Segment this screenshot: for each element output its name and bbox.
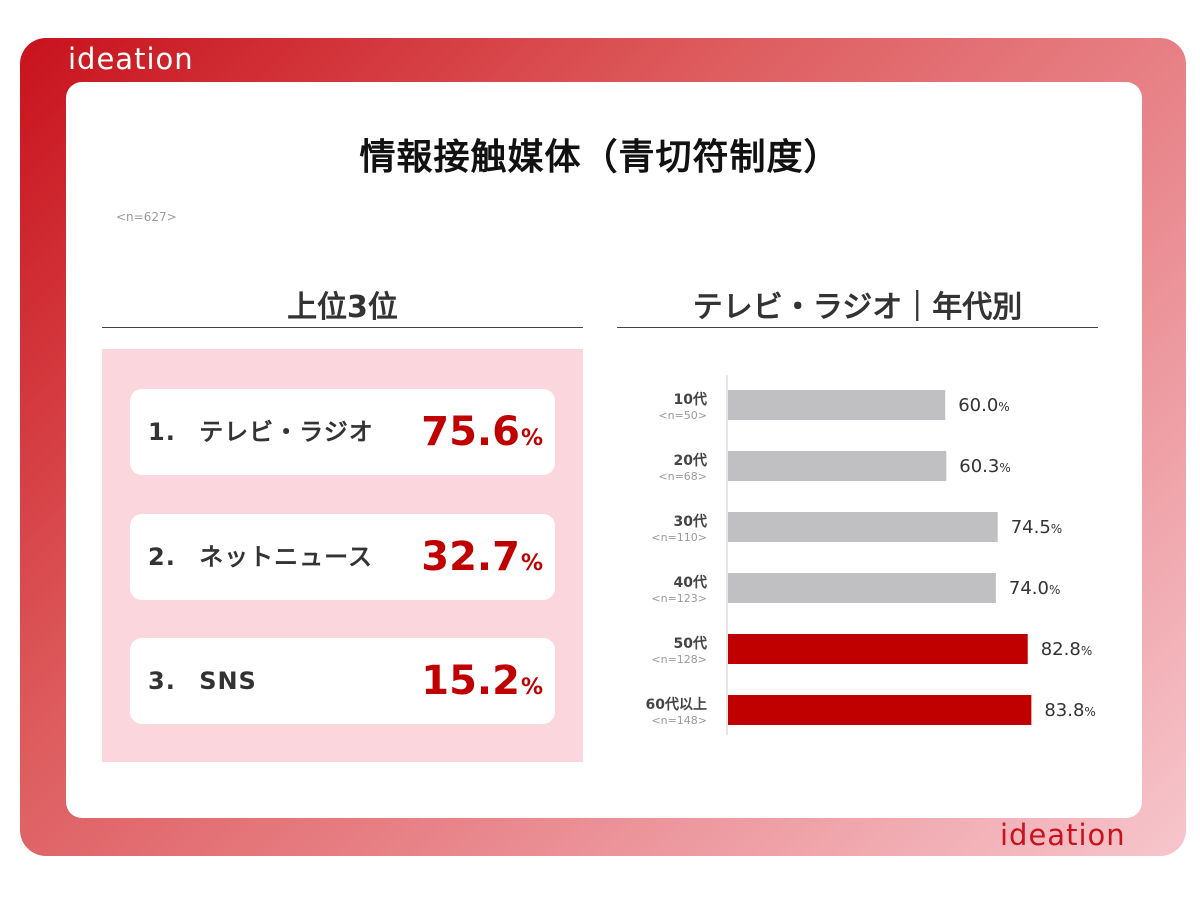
rank-value-number: 32.7 — [421, 534, 520, 580]
bar-1 — [728, 390, 946, 420]
rank-value: 75.6% — [421, 389, 543, 475]
age-label: 50代 — [674, 635, 707, 652]
age-label: 60代以上 — [646, 696, 707, 713]
top3-heading: 上位3位 — [102, 282, 583, 328]
bar-value-label: 60.0% — [958, 395, 1009, 416]
rank-card-3: 3. SNS 15.2% — [130, 638, 555, 724]
chart-heading: テレビ・ラジオ｜年代別 — [617, 282, 1098, 328]
age-sample-size: <n=123> — [651, 592, 707, 605]
rank-label: 2. ネットニュース — [148, 514, 373, 600]
brand-logo-top: ideation — [68, 42, 194, 76]
bar-value-label: 60.3% — [959, 456, 1010, 477]
bar-value-label: 82.8% — [1041, 639, 1092, 660]
rank-value-unit: % — [520, 551, 543, 576]
rank-media-name: ネットニュース — [199, 543, 373, 571]
age-sample-size: <n=128> — [651, 653, 707, 666]
age-bar-chart: 10代<n=50> 60.0% 20代<n=68> 60.3% 30代<n=110> 74… — [646, 375, 1096, 735]
bar-value-unit: % — [1051, 522, 1062, 536]
rank-value-unit: % — [520, 675, 543, 700]
top3-panel: 1. テレビ・ラジオ 75.6% 2. ネットニュース 32.7% 3. SNS… — [102, 349, 583, 762]
rank-value: 32.7% — [421, 514, 543, 600]
rank-media-name: テレビ・ラジオ — [199, 418, 374, 446]
rank-value-number: 75.6 — [421, 409, 520, 455]
bar-value-label: 83.8% — [1044, 700, 1095, 721]
age-sample-size: <n=110> — [651, 531, 707, 544]
bar-4 — [728, 573, 996, 603]
rank-value-number: 15.2 — [421, 658, 520, 704]
rank-number: 3. — [148, 667, 176, 695]
rank-media-name: SNS — [199, 667, 257, 695]
rank-number: 1. — [148, 418, 176, 446]
bar-value-unit: % — [998, 400, 1009, 414]
age-label: 40代 — [674, 574, 707, 591]
rank-value-unit: % — [520, 426, 543, 451]
age-sample-size: <n=148> — [651, 714, 707, 727]
age-sample-size: <n=68> — [658, 470, 707, 483]
brand-logo-bottom: ideation — [1000, 818, 1126, 852]
rank-card-2: 2. ネットニュース 32.7% — [130, 514, 555, 600]
page-title: 情報接触媒体（青切符制度） — [359, 137, 841, 178]
bar-6 — [728, 695, 1032, 725]
age-label: 20代 — [674, 452, 707, 469]
rank-number: 2. — [148, 543, 176, 571]
age-label: 10代 — [674, 391, 707, 408]
bar-3 — [728, 512, 998, 542]
bar-value-unit: % — [1084, 705, 1095, 719]
bar-value-label: 74.0% — [1009, 578, 1060, 599]
bar-value-unit: % — [999, 461, 1010, 475]
rank-card-1: 1. テレビ・ラジオ 75.6% — [130, 389, 555, 475]
rank-label: 3. SNS — [148, 638, 257, 724]
rank-value: 15.2% — [421, 638, 543, 724]
bar-value-unit: % — [1049, 583, 1060, 597]
bar-2 — [728, 451, 947, 481]
age-label: 30代 — [674, 513, 707, 530]
age-sample-size: <n=50> — [658, 409, 707, 422]
sample-size: <n=627> — [116, 210, 177, 224]
bar-5 — [728, 634, 1028, 664]
bar-value-unit: % — [1081, 644, 1092, 658]
rank-label: 1. テレビ・ラジオ — [148, 389, 374, 475]
bar-value-label: 74.5% — [1011, 517, 1062, 538]
